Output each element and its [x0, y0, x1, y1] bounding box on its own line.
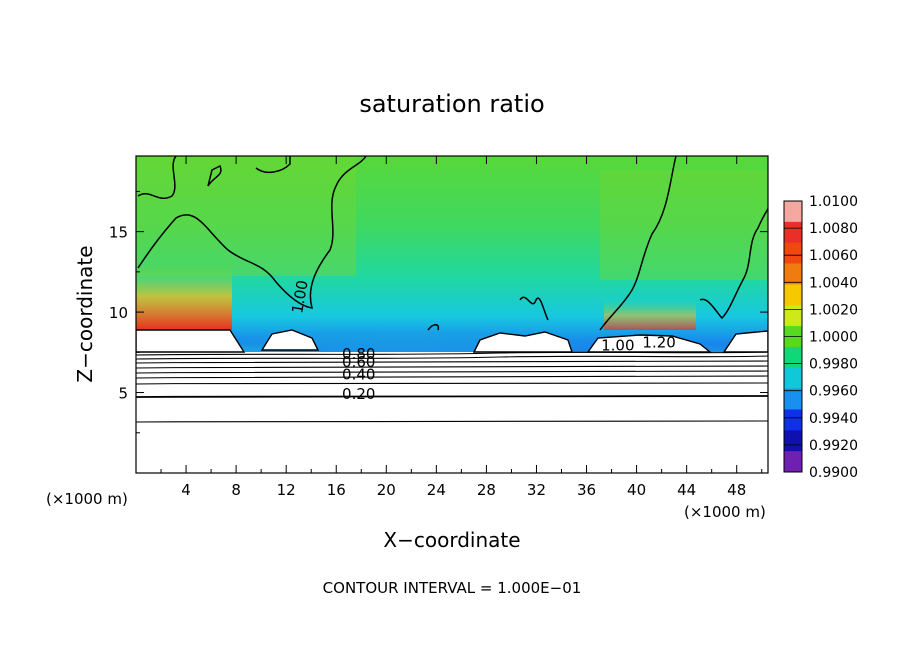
contour-label-0: 0.20 [342, 385, 375, 403]
field-left-warm [136, 262, 232, 330]
x-unit-label: (×1000 m) [684, 503, 766, 521]
colorbar-label-8: 0.9940 [809, 411, 858, 427]
x-tick-label-3: 16 [327, 481, 346, 499]
colorbar-swatch-8 [784, 367, 802, 390]
colorbar-label-7: 0.9960 [809, 384, 858, 400]
colorbar-label-0: 1.0100 [809, 194, 858, 210]
x-tick-label-7: 32 [527, 481, 546, 499]
x-tick-label-4: 20 [377, 481, 396, 499]
colorbar-swatch-4 [784, 284, 802, 306]
contour-label-1: 0.40 [342, 366, 375, 384]
y-tick-label-0: 5 [118, 385, 128, 403]
field-lower-white [136, 352, 768, 473]
contour-label-4: 1.00 [288, 279, 312, 315]
x-tick-label-6: 28 [477, 481, 496, 499]
x-tick-label-8: 36 [577, 481, 596, 499]
field-right-warm [604, 300, 696, 330]
contour-label-2: 0.60 [342, 353, 375, 371]
contour-label-6: 1.20 [642, 333, 675, 351]
x-tick-label-2: 12 [277, 481, 296, 499]
y-axis: 5 10 15 [109, 190, 768, 434]
colorbar-swatch-7 [784, 346, 802, 369]
contour-labels: 0.200.400.600.80 1.00 1.00 1.20 [288, 279, 676, 403]
x-axis-label: X−coordinate [383, 528, 520, 552]
colorbar-label-9: 0.9920 [809, 438, 858, 454]
contour-label-3: 0.80 [342, 345, 375, 363]
field-lower-green [136, 156, 356, 276]
x-tick-label-0: 4 [181, 481, 191, 499]
x-tick-label-9: 40 [627, 481, 646, 499]
colorbar-swatch-11 [784, 430, 802, 452]
colorbar: 1.0100 1.0080 1.0060 1.0040 1.0020 1.0000 0.99… [783, 194, 858, 481]
cloud-blob-small [260, 329, 320, 351]
y-unit-label: (×1000 m) [46, 490, 128, 508]
colorbar-swatch-1 [784, 221, 802, 244]
colorbar-swatch-5 [784, 305, 802, 327]
field-right-green [600, 170, 768, 280]
contour-interval-footer: CONTOUR INTERVAL = 1.000E−01 [323, 579, 582, 597]
x-tick-label-5: 24 [427, 481, 446, 499]
colorbar-label-1: 1.0080 [809, 221, 858, 237]
x-tick-label-10: 44 [677, 481, 696, 499]
y-tick-label-1: 10 [109, 304, 128, 322]
y-tick-label-2: 15 [109, 224, 128, 242]
y-axis-label: Z−coordinate [73, 245, 97, 382]
plot-area [136, 156, 768, 473]
colorbar-swatch-10 [784, 409, 802, 431]
contour-label-5: 1.00 [601, 337, 634, 355]
colorbar-label-5: 1.0000 [809, 330, 858, 346]
colorbar-swatch-0 [784, 201, 802, 223]
colorbar-label-10: 0.9900 [809, 465, 858, 481]
x-axis: 4 8 12 16 20 24 28 32 36 40 44 48 [160, 156, 763, 499]
x-tick-label-1: 8 [231, 481, 241, 499]
plot-frame [135, 155, 769, 474]
cloud-blob-mid [472, 331, 573, 353]
colorbar-swatch-12 [784, 451, 802, 473]
colorbar-swatch-3 [784, 263, 802, 285]
cloud-blob-right [586, 334, 712, 353]
x-tick-label-11: 48 [727, 481, 746, 499]
colorbar-swatch-2 [784, 242, 802, 265]
colorbar-label-4: 1.0020 [809, 302, 858, 318]
chart-title: saturation ratio [359, 90, 544, 118]
colorbar-label-2: 1.0060 [809, 248, 858, 264]
colorbar-swatch-9 [784, 388, 802, 410]
cloud-blob-left [136, 329, 246, 353]
contour-1-00 [137, 156, 768, 331]
colorbar-label-6: 0.9980 [809, 357, 858, 373]
colorbar-label-3: 1.0040 [809, 275, 858, 291]
